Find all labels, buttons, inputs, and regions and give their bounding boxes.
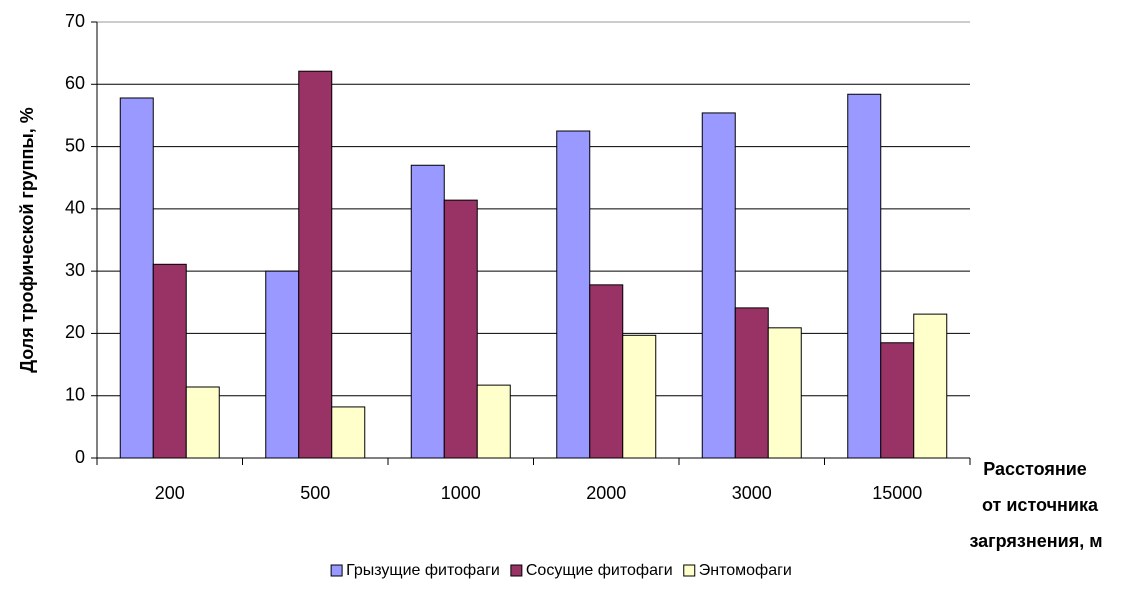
bar: [622, 334, 657, 459]
bar: [589, 284, 624, 459]
bar: [847, 93, 882, 459]
bar: [443, 199, 478, 459]
legend-label: Энтомофаги: [699, 562, 792, 579]
y-tick-label: 60: [65, 73, 85, 93]
x-tick-label: 15000: [872, 483, 922, 503]
legend-swatch: [330, 564, 343, 577]
x-tick-label: 2000: [586, 483, 626, 503]
y-tick-label: 20: [65, 322, 85, 342]
y-tick-label: 50: [65, 135, 85, 155]
bar: [880, 342, 915, 459]
bar: [119, 97, 154, 459]
bar: [410, 164, 445, 459]
y-tick-label: 70: [65, 11, 85, 31]
bar: [185, 386, 220, 459]
legend-swatch: [510, 564, 523, 577]
bar: [265, 270, 300, 459]
bar: [476, 384, 511, 459]
x-axis-label: загрязнения, м: [969, 531, 1102, 551]
legend-label: Сосущие фитофаги: [526, 562, 673, 579]
y-axis-label: Доля трофической группы, %: [17, 107, 37, 373]
x-axis-label: Расстояние: [983, 459, 1087, 479]
bar: [556, 130, 591, 459]
x-tick-label: 1000: [441, 483, 481, 503]
bar: [331, 406, 366, 459]
x-tick-label: 200: [155, 483, 185, 503]
legend-label: Грызущие фитофаги: [346, 562, 500, 579]
y-tick-label: 10: [65, 384, 85, 404]
bar: [734, 307, 769, 459]
bar: [767, 327, 802, 459]
y-tick-label: 0: [75, 447, 85, 467]
bar: [152, 263, 187, 459]
legend-swatch: [683, 564, 696, 577]
bar: [701, 112, 736, 459]
x-tick-label: 500: [300, 483, 330, 503]
x-axis-label: от источника: [982, 495, 1099, 515]
bar: [298, 70, 333, 459]
y-tick-label: 40: [65, 198, 85, 218]
x-tick-label: 3000: [732, 483, 772, 503]
y-tick-label: 30: [65, 260, 85, 280]
bar: [913, 313, 948, 459]
